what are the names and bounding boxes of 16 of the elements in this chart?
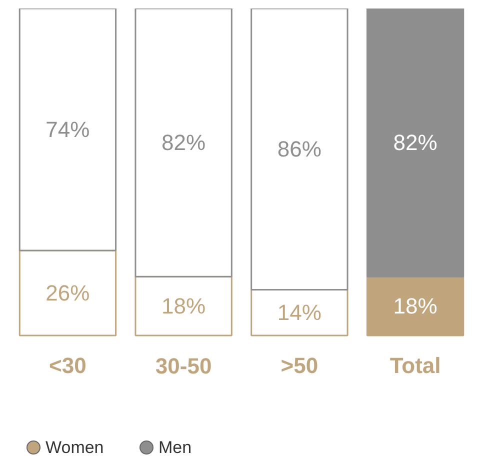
x-tick-label: 30-50 [155, 354, 212, 378]
data-label: 18% [162, 294, 206, 319]
data-label: 86% [277, 136, 322, 162]
bar [366, 276, 464, 336]
x-tick-label: <30 [49, 353, 86, 378]
legend-label: Women [46, 438, 104, 457]
data-label: 14% [277, 300, 322, 326]
data-label: 82% [393, 130, 438, 156]
data-label: 18% [393, 294, 438, 319]
x-tick-label: Total [390, 353, 441, 378]
data-label: 26% [46, 280, 90, 306]
data-label: 82% [162, 130, 206, 156]
legend-label: Men [158, 438, 192, 457]
data-label: 74% [46, 116, 90, 142]
x-tick-label: >50 [280, 353, 318, 378]
bar [366, 8, 464, 278]
